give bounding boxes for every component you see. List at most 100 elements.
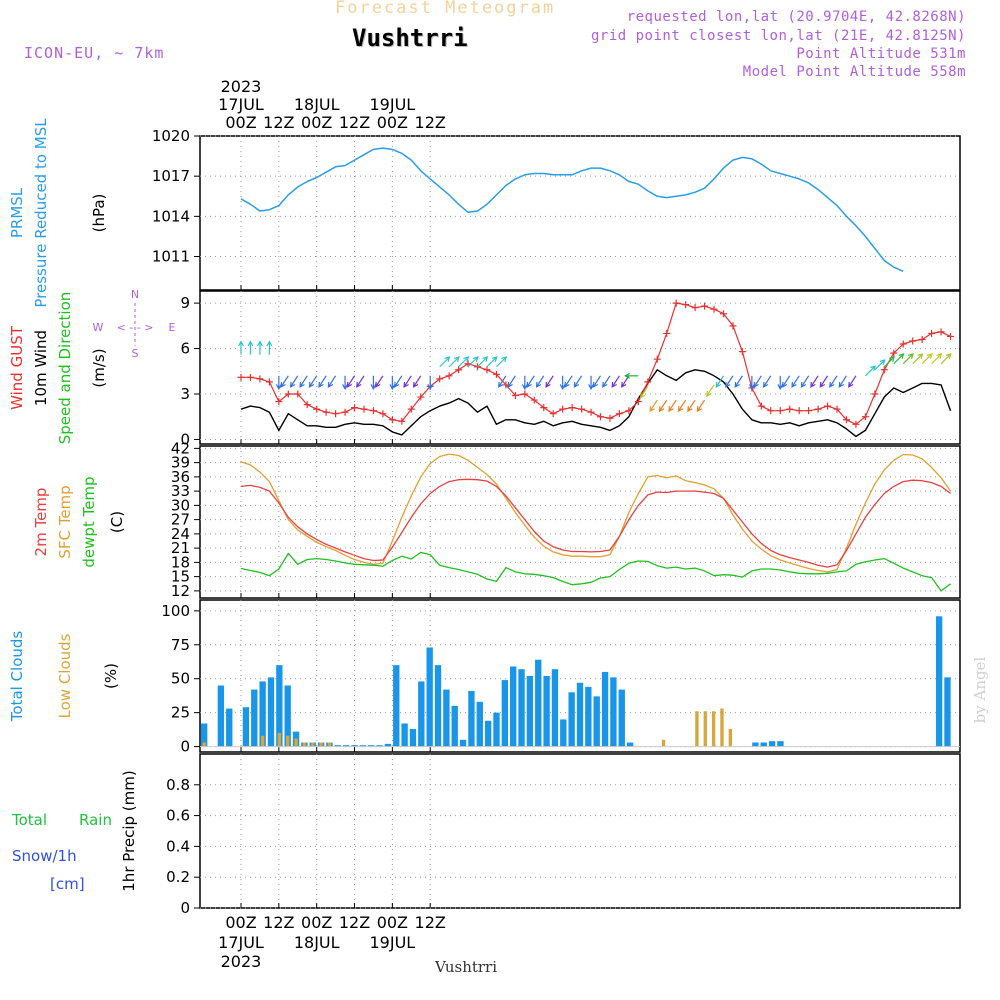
sfc-temp-line [240,453,952,573]
wind-direction-arrow [266,340,273,355]
arrow-head [687,406,693,413]
arrow-head [588,384,594,391]
arrow-shaft [734,375,743,388]
cloud-low-bar [294,738,298,747]
wind-direction-arrow [696,399,706,413]
cloud-low-bar [302,742,307,747]
arrow-head [308,381,315,388]
wind-gust-line [240,302,951,425]
arrow-shaft [356,375,365,388]
arrow-head [621,381,627,388]
arrow-head [611,381,617,388]
wind-gust-marker [729,322,737,330]
arrow-shaft [375,375,384,388]
wind-direction-arrow [611,375,620,388]
arrow-shaft [912,353,923,365]
cloud-total-bar [626,742,634,747]
arrow-shaft [715,375,724,388]
axis-label-2m-temp: 2m Temp [32,488,50,557]
wind-gust-marker [615,410,623,418]
wind-direction-arrow [893,353,905,365]
arrow-head [289,381,296,388]
cloud-total-bar [543,676,550,747]
y-tick-label: 33 [171,482,190,500]
cloud-total-bar [593,696,600,747]
arrow-shaft [496,356,507,368]
wind-direction-arrow [299,375,308,388]
legend-snow: Snow/1h [12,847,77,865]
cloud-total-bar [518,669,525,747]
arrow-head [649,406,655,413]
arrow-shaft [602,375,611,388]
arrow-shaft [413,375,422,388]
cloud-total-bar [510,666,517,747]
compass-west: W [93,321,104,334]
y-tick-label: 1017 [152,167,190,185]
wind-direction-arrow [883,356,895,368]
wind-gust-marker [521,390,529,398]
arrow-head [389,384,396,391]
arrow-head [564,381,570,388]
arrow-shaft [902,353,914,365]
wind-direction-arrow [931,353,943,365]
wind-gust-marker [407,405,415,413]
arrow-head [639,392,646,399]
arrow-head [275,384,282,391]
arrow-shaft [800,375,810,388]
wind-direction-arrow [521,375,528,391]
arrow-shaft [545,375,554,388]
cloud-total-bar [418,681,425,747]
axis-label-10m-wind: 10m Wind [32,330,50,406]
arrow-head [507,381,513,388]
y-tick-label: 100 [161,602,190,620]
wind-direction-arrow [592,375,602,388]
wind-gust-marker [275,398,283,406]
wind-gust-marker [265,378,273,386]
wind-direction-arrow [921,353,933,365]
wind-direction-arrow [753,375,762,388]
arrow-shaft [507,375,516,388]
y-tick-label: 39 [171,454,190,472]
arrow-head [403,381,409,388]
arrow-shaft [659,399,668,412]
arrow-head [370,384,377,391]
bottom-date-label: 18JUL [294,933,340,952]
wind-direction-arrow [375,375,384,388]
arrow-shaft [526,375,535,388]
wind-gust-marker [436,375,444,383]
cloud-low-bar [695,711,699,747]
wind-gust-marker [246,373,254,381]
wind-direction-arrow [427,375,434,391]
arrow-head [393,381,400,388]
arrow-head [266,340,273,347]
arrow-head [559,384,566,391]
arrow-shaft [439,356,450,368]
arrow-shaft [838,375,847,388]
arrow-shaft [611,375,620,388]
axis-unit-ms: (m/s) [90,348,108,387]
cloud-total-bar [384,743,392,747]
wind-gust-marker [284,390,292,398]
arrow-head [472,356,479,362]
arrow-shaft [299,375,308,388]
arrow-shaft [791,375,800,388]
wind-direction-arrow [781,375,791,388]
wind-gust-marker [871,390,879,398]
wind-gust-marker [587,408,595,416]
wind-gust-marker [294,390,302,398]
cloud-total-bar [576,682,584,747]
cloud-total-bar [560,719,567,747]
compass-north: N [131,288,139,301]
y-tick-label: 1014 [152,207,190,225]
bottom-time-label: 00Z [377,913,408,932]
panel-frame [199,599,961,753]
cloud-total-bar [601,671,609,747]
panel-frame [199,135,961,291]
y-tick-label: 1020 [152,127,190,145]
cloud-total-bar [610,677,617,747]
wind-direction-arrow [498,375,507,388]
wind-direction-arrow [412,375,422,388]
wind-direction-arrow [725,375,734,388]
cloud-total-bar [276,665,283,747]
